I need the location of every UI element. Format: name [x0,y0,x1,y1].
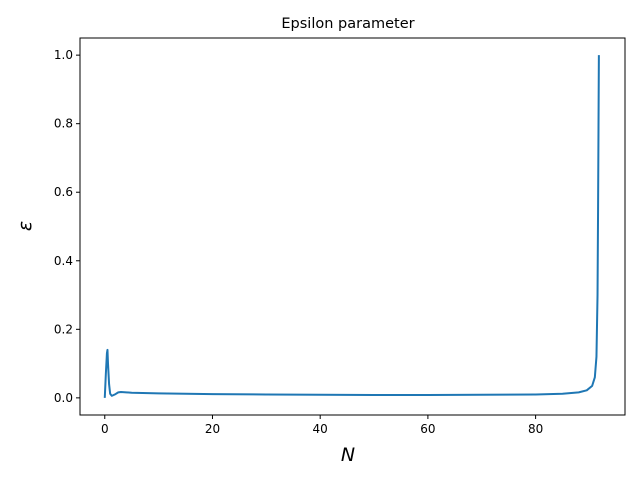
y-tick-label: 1.0 [54,48,73,62]
x-tick-label: 20 [205,422,220,436]
y-tick-label: 0.8 [54,117,73,131]
y-tick-label: 0.6 [54,185,73,199]
y-axis-label: ε [14,221,36,231]
series-line-0 [103,55,600,398]
x-tick-label: 60 [420,422,435,436]
x-tick-label: 0 [101,422,109,436]
x-axis-label: N [341,444,355,466]
plot-area: 0 20 40 60 80 0.0 0.2 0.4 0.6 0.8 1.0 [54,37,626,436]
y-tick-label: 0.4 [54,254,73,268]
y-tick-label: 0.2 [54,322,73,336]
x-tick-label: 40 [313,422,328,436]
chart-title: Epsilon parameter [281,16,414,32]
axes-frame [79,37,626,416]
x-tick-label: 80 [528,422,543,436]
y-tick-label: 0.0 [54,391,73,405]
